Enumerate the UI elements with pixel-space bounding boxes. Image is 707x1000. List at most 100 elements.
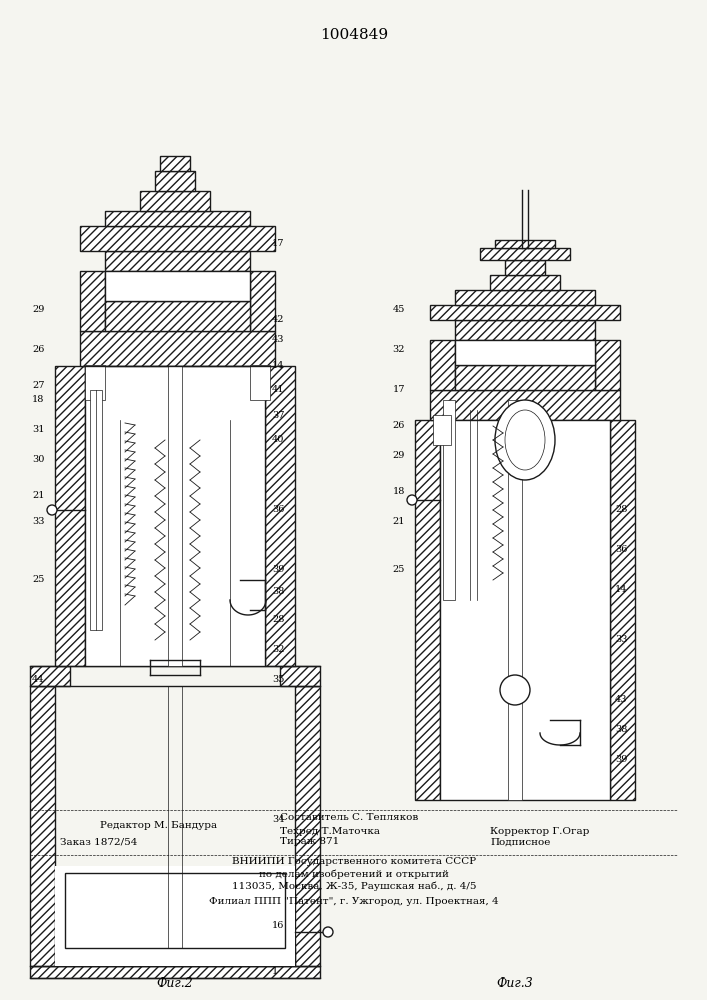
- Text: 21: 21: [32, 490, 45, 499]
- Text: 36: 36: [615, 546, 627, 554]
- Circle shape: [407, 495, 417, 505]
- Text: Тираж 871: Тираж 871: [280, 838, 339, 846]
- Text: 18: 18: [32, 395, 45, 404]
- Text: 40: 40: [272, 436, 284, 444]
- Text: Заказ 1872/54: Заказ 1872/54: [60, 838, 137, 846]
- Text: 26: 26: [32, 346, 45, 355]
- Ellipse shape: [505, 410, 545, 470]
- Circle shape: [323, 927, 333, 937]
- Text: 33: 33: [32, 518, 45, 526]
- Bar: [85, 366, 265, 666]
- Bar: [30, 966, 320, 978]
- Bar: [105, 251, 250, 271]
- Text: 34: 34: [272, 816, 284, 824]
- Text: 27: 27: [32, 380, 45, 389]
- Text: 33: 33: [615, 636, 628, 645]
- Text: 38: 38: [272, 587, 284, 596]
- Text: Филиал ППП "Патент", г. Ужгород, ул. Проектная, 4: Филиал ППП "Патент", г. Ужгород, ул. Про…: [209, 898, 499, 906]
- Bar: [595, 340, 620, 390]
- Bar: [430, 390, 620, 420]
- Text: Фиг.3: Фиг.3: [496, 977, 533, 990]
- Text: 31: 31: [32, 426, 45, 434]
- Text: 32: 32: [392, 346, 405, 355]
- Bar: [30, 686, 55, 966]
- Text: 14: 14: [272, 360, 284, 369]
- Bar: [65, 873, 285, 948]
- Text: 35: 35: [272, 676, 284, 684]
- Bar: [295, 686, 320, 966]
- Text: 21: 21: [392, 518, 405, 526]
- Text: Подписное: Подписное: [490, 838, 550, 846]
- Text: 17: 17: [272, 239, 284, 248]
- Bar: [443, 400, 455, 600]
- Bar: [160, 156, 190, 171]
- Text: Редактор М. Бандура: Редактор М. Бандура: [100, 820, 217, 830]
- Text: 29: 29: [32, 306, 45, 314]
- Text: 41: 41: [272, 385, 284, 394]
- Text: 26: 26: [392, 420, 405, 430]
- Bar: [105, 301, 250, 331]
- Bar: [155, 171, 195, 191]
- Bar: [455, 290, 595, 305]
- Text: 29: 29: [392, 450, 405, 460]
- Bar: [30, 666, 70, 686]
- Bar: [440, 420, 610, 800]
- Text: 1004849: 1004849: [320, 28, 388, 42]
- Bar: [490, 275, 560, 290]
- Text: 45: 45: [392, 306, 405, 314]
- Bar: [250, 365, 270, 400]
- Text: 37: 37: [272, 410, 284, 420]
- Bar: [105, 271, 250, 301]
- Text: 43: 43: [615, 696, 628, 704]
- Bar: [55, 866, 295, 966]
- Bar: [610, 420, 635, 800]
- Text: ВНИИПИ Государственного комитета СССР: ВНИИПИ Государственного комитета СССР: [232, 857, 476, 866]
- Text: 30: 30: [32, 456, 45, 464]
- Bar: [280, 666, 320, 686]
- Bar: [250, 271, 275, 331]
- Text: 25: 25: [392, 566, 405, 574]
- Bar: [455, 340, 595, 365]
- Text: 28: 28: [615, 506, 627, 514]
- Bar: [430, 305, 620, 320]
- Bar: [495, 240, 555, 248]
- Text: 16: 16: [272, 920, 284, 930]
- Text: 38: 38: [615, 726, 627, 734]
- Text: Техред Т.Маточка: Техред Т.Маточка: [280, 828, 380, 836]
- Text: 32: 32: [272, 646, 284, 654]
- Text: 18: 18: [392, 488, 405, 496]
- Text: 1: 1: [272, 968, 279, 976]
- Bar: [55, 948, 295, 966]
- Bar: [80, 271, 105, 331]
- Bar: [85, 365, 105, 400]
- Bar: [140, 191, 210, 211]
- Bar: [455, 365, 595, 390]
- Bar: [168, 366, 182, 666]
- Text: 42: 42: [272, 316, 284, 324]
- Bar: [505, 260, 545, 275]
- Bar: [55, 366, 85, 666]
- Text: 36: 36: [272, 506, 284, 514]
- Text: Корректор Г.Огар: Корректор Г.Огар: [490, 828, 590, 836]
- Bar: [433, 415, 451, 445]
- Bar: [80, 331, 275, 366]
- Text: 25: 25: [32, 576, 45, 584]
- Bar: [415, 420, 440, 800]
- Text: 44: 44: [32, 676, 45, 684]
- Bar: [80, 226, 275, 251]
- Text: Составитель С. Тепляков: Составитель С. Тепляков: [280, 814, 419, 822]
- Bar: [480, 248, 570, 260]
- Bar: [265, 366, 295, 666]
- Text: 28: 28: [272, 615, 284, 624]
- Text: Фиг.2: Фиг.2: [157, 977, 194, 990]
- Text: 43: 43: [272, 336, 284, 344]
- Circle shape: [500, 675, 530, 705]
- Bar: [105, 211, 250, 226]
- Circle shape: [47, 505, 57, 515]
- Text: 113035, Москва, Ж-35, Раушская наб., д. 4/5: 113035, Москва, Ж-35, Раушская наб., д. …: [232, 881, 477, 891]
- Bar: [455, 320, 595, 340]
- Text: 39: 39: [615, 756, 627, 764]
- Text: 39: 39: [272, 566, 284, 574]
- Bar: [90, 390, 102, 630]
- Bar: [508, 400, 522, 800]
